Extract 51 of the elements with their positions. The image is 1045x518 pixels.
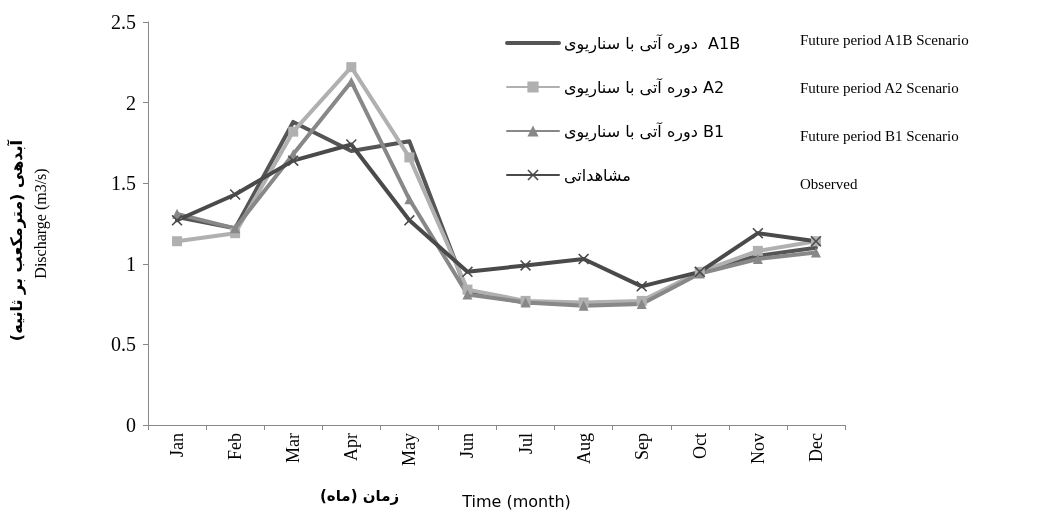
x-tick-label: Oct — [689, 433, 710, 459]
y-tick-label: 2 — [126, 91, 136, 114]
point — [752, 245, 763, 256]
point — [404, 194, 415, 205]
text: آبدهی (مترمکعب بر ثانیه) — [5, 139, 26, 342]
x-tick-label: Feb — [225, 433, 246, 460]
y-tick-label: 0.5 — [111, 333, 136, 356]
x-tick-label: May — [399, 433, 420, 466]
x-axis-title: Time (month) — [461, 491, 571, 511]
point — [230, 223, 241, 234]
annotation: Observed — [800, 175, 858, 192]
x-tick-label: Nov — [747, 433, 768, 464]
y-tick-label: 1.5 — [111, 172, 136, 195]
point — [172, 236, 183, 247]
point — [462, 289, 473, 300]
text: زمان (ماه) — [320, 486, 400, 505]
point — [229, 188, 241, 200]
x-tick-label: Jul — [515, 433, 536, 455]
point — [346, 62, 357, 73]
point — [345, 139, 357, 151]
point — [461, 266, 473, 278]
x-tick-label: Sep — [631, 433, 652, 460]
y-tick-label: 1 — [126, 252, 136, 275]
point — [287, 155, 299, 167]
annotation: Future period A2 Scenario — [800, 79, 959, 96]
point — [636, 280, 648, 292]
y-tick-label: 2.5 — [111, 11, 136, 33]
point — [810, 247, 821, 258]
legend-label: مشاهداتی — [564, 165, 631, 185]
point — [171, 214, 183, 226]
x-tick-label: Jan — [167, 433, 188, 457]
point — [752, 253, 763, 264]
x-tick-label: Apr — [341, 433, 362, 461]
annotation: Future period B1 Scenario — [800, 127, 959, 144]
point — [578, 253, 590, 265]
point — [288, 126, 299, 137]
y-axis-title: Discharge (m3/s) — [31, 168, 50, 279]
point — [752, 227, 764, 239]
legend-label: دوره آتی با سناریوی A1B — [564, 33, 741, 54]
x-tick-label: Mar — [283, 433, 304, 463]
annotation: Future period A1B Scenario — [800, 31, 969, 48]
x-tick-label: Dec — [805, 433, 826, 462]
x-tick-label: Jun — [457, 433, 478, 459]
point — [520, 259, 532, 271]
point — [636, 299, 647, 310]
legend-label: دوره آتی با سناریوی A2 — [564, 77, 725, 98]
x-tick-label: Aug — [573, 433, 594, 464]
point — [403, 214, 415, 226]
legend-label: دوره آتی با سناریوی B1 — [564, 121, 725, 142]
point — [404, 152, 415, 163]
y-tick-label: 0 — [126, 414, 136, 436]
